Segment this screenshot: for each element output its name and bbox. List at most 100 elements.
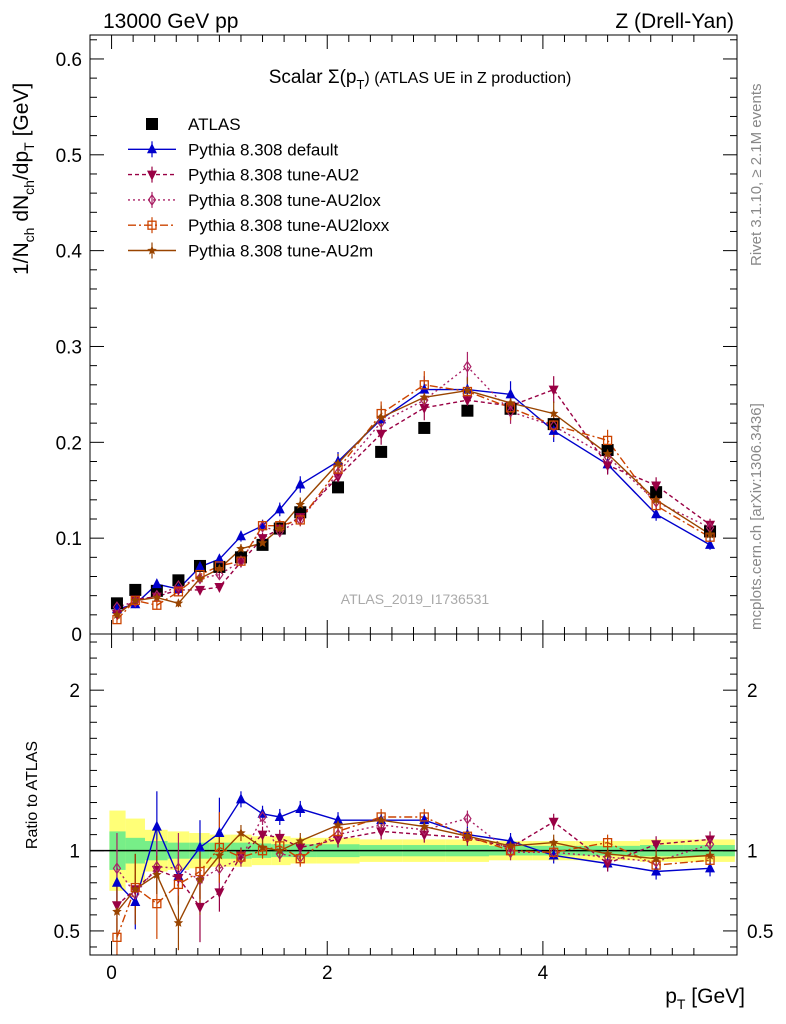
data-point	[257, 521, 268, 531]
ratio-point	[236, 852, 246, 862]
ratio-point	[705, 835, 716, 846]
ratio-point	[705, 850, 715, 860]
data-point	[651, 481, 662, 492]
data-point	[129, 583, 142, 596]
ratio-markers	[111, 793, 716, 942]
data-point	[295, 478, 306, 489]
ratio-point	[214, 888, 225, 899]
data-point	[602, 461, 613, 472]
ratio-point	[257, 830, 268, 841]
main-panel: 00.10.20.30.40.50.6 Scalar Σ(pT) (ATLAS …	[10, 34, 738, 646]
data-point	[295, 515, 305, 525]
ratio-point	[215, 862, 224, 875]
x-tick-label: 0	[106, 963, 117, 984]
data-point	[112, 609, 122, 619]
data-point	[376, 429, 387, 440]
ratio-point	[275, 845, 285, 855]
data-point	[603, 450, 612, 463]
y-axis-label-p2: dN	[10, 195, 33, 228]
series-line	[116, 388, 711, 615]
data-point	[258, 520, 267, 533]
ratio-point	[506, 846, 515, 859]
data-point	[130, 595, 140, 605]
ratio-point	[705, 838, 715, 851]
data-point	[274, 503, 285, 514]
y-tick-label: 0.2	[56, 433, 82, 454]
ratio-point	[194, 902, 205, 913]
data-point	[214, 553, 225, 564]
data-point	[420, 394, 429, 407]
data-point	[152, 600, 162, 610]
ratio-y-tick-label: 2	[69, 681, 80, 702]
ratio-point	[505, 840, 516, 850]
ratio-point	[333, 814, 344, 825]
ratio-y-tick-label-right: 2	[747, 681, 758, 702]
data-point	[505, 398, 516, 408]
ratio-point	[235, 851, 246, 862]
data-point	[549, 419, 558, 433]
y-axis-label-p3: /dp	[10, 151, 33, 180]
data-point	[214, 563, 225, 573]
legend-label: Pythia 8.308 tune-AU2m	[188, 242, 373, 261]
data-point	[650, 486, 663, 499]
data-point	[462, 396, 473, 407]
data-point	[235, 530, 246, 541]
legend-label: Pythia 8.308 tune-AU2lox	[188, 191, 381, 210]
chart-title-sub: T	[356, 77, 364, 92]
legend-marker	[147, 170, 157, 181]
data-point	[275, 523, 285, 533]
ratio-point	[333, 826, 343, 837]
data-point	[375, 445, 388, 458]
ratio-point	[419, 812, 429, 822]
x-tick-label: 2	[322, 963, 333, 984]
ratio-point	[235, 793, 246, 804]
data-point	[705, 520, 716, 531]
data-point	[548, 385, 559, 396]
main-series-lines	[116, 365, 711, 621]
data-point	[332, 481, 345, 494]
y-tick-label: 0.6	[56, 50, 82, 71]
ratio-point	[602, 859, 613, 870]
x-axis-label-p1: p	[665, 985, 677, 1008]
ratio-panel-ticks: 0.5 0.5 1 1 2 2 0 2 4	[54, 634, 773, 984]
legend-marker	[147, 245, 157, 255]
data-point	[602, 435, 613, 446]
data-point	[151, 578, 162, 589]
ratio-y-tick-label-right: 1	[747, 842, 758, 863]
ratio-point	[258, 810, 267, 824]
ratio-point	[194, 841, 205, 852]
ratio-point	[151, 820, 162, 831]
ratio-point	[236, 852, 246, 865]
data-point	[173, 598, 184, 608]
data-point	[376, 412, 386, 422]
chart-title: Scalar Σ(pT) (ATLAS UE in Z production)	[269, 67, 572, 92]
ratio-point	[548, 849, 559, 860]
chart-title-suffix: ) (ATLAS UE in Z production)	[364, 70, 571, 87]
y-axis-label-s2: ch	[21, 180, 37, 195]
data-point	[419, 392, 429, 402]
data-point	[418, 421, 431, 434]
ratio-point	[462, 831, 473, 841]
ratio-point	[651, 840, 662, 851]
data-point	[195, 573, 205, 583]
ratio-point	[257, 842, 268, 852]
ratio-y-tick-label: 0.5	[54, 922, 80, 943]
ratio-point	[602, 848, 613, 858]
ratio-point	[602, 838, 613, 848]
ratio-panel: 0.5 0.5 1 1 2 2 0 2 4 Ratio to ATLAS pT [GeV]	[24, 633, 773, 1012]
data-point	[194, 585, 205, 596]
ratio-point	[603, 851, 612, 864]
main-panel-ticks: 0 0.1 0.2 0.3 0.4 0.5 0.6	[56, 35, 737, 646]
ratio-point	[463, 812, 472, 825]
data-point	[548, 424, 559, 435]
data-point	[174, 580, 183, 593]
data-point	[419, 403, 430, 414]
x-axis-label-s1: T	[677, 996, 686, 1012]
ratio-point	[333, 828, 343, 841]
main-error-bars	[116, 351, 711, 624]
data-point	[463, 360, 472, 373]
ratio-point	[173, 873, 184, 884]
data-point	[194, 560, 205, 571]
data-point	[705, 529, 715, 539]
